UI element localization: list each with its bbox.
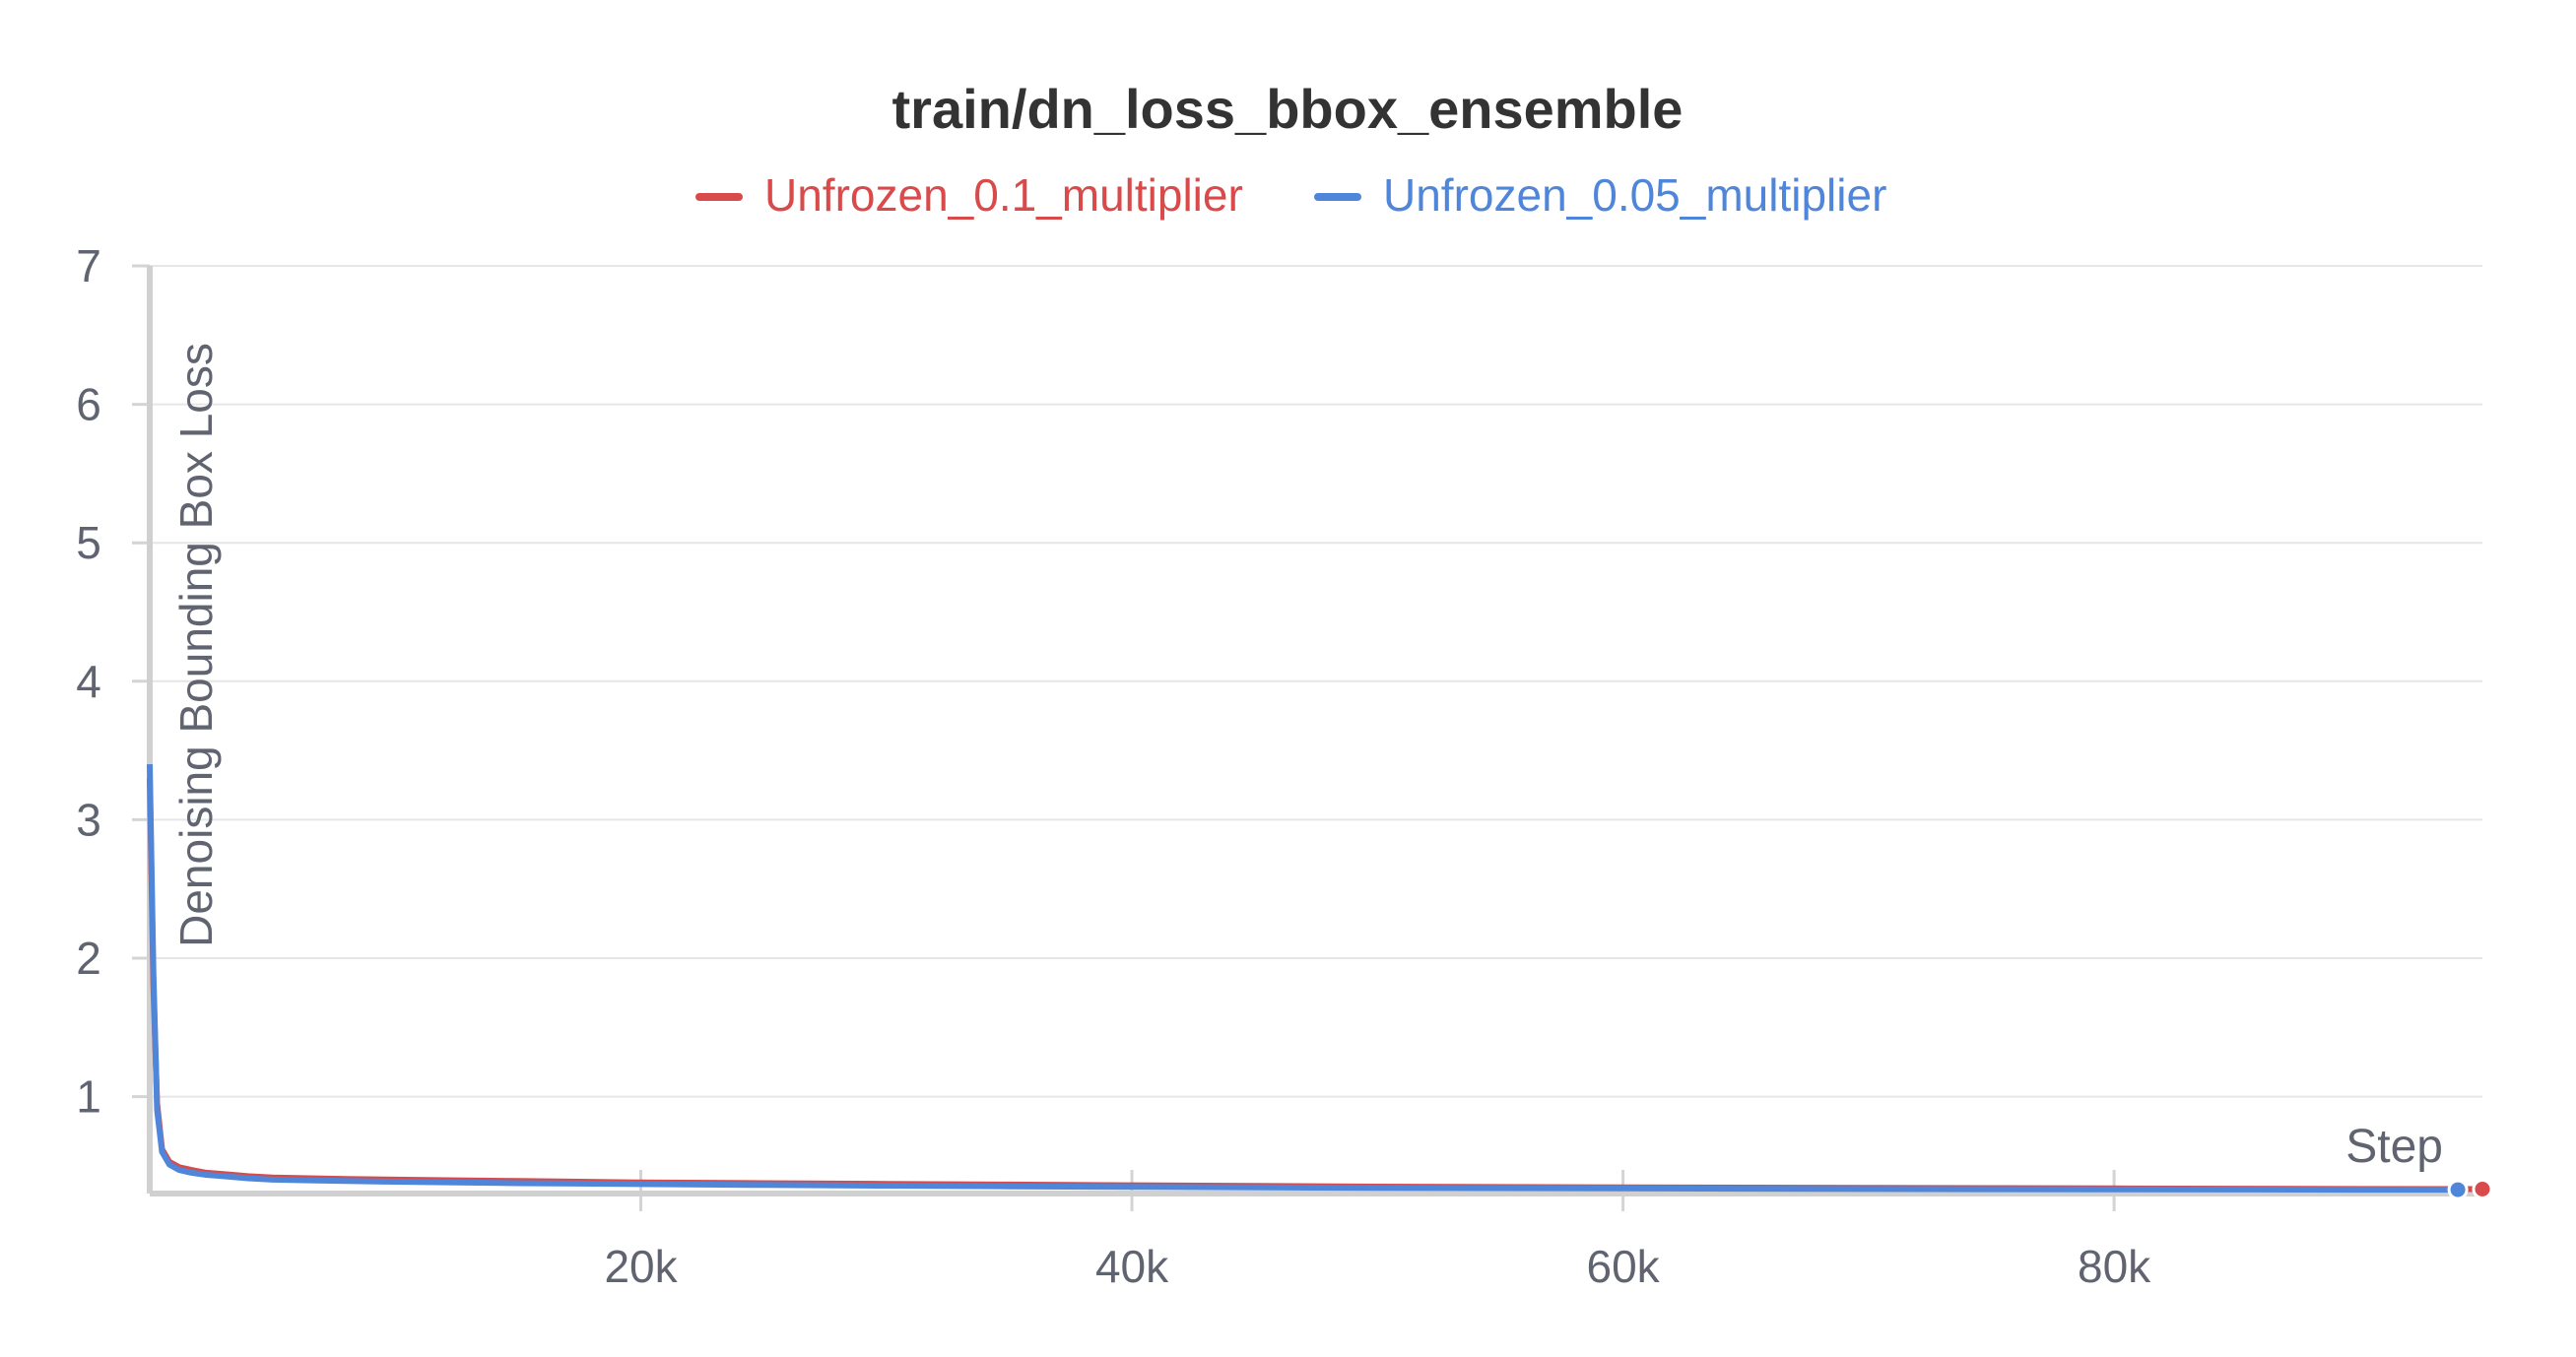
- grid-lines: [150, 265, 2482, 1098]
- y-tick-label: 5: [76, 517, 101, 568]
- y-tick-label: 4: [76, 656, 101, 707]
- legend-label: Unfrozen_0.05_multiplier: [1383, 169, 1886, 221]
- legend: Unfrozen_0.1_multiplier Unfrozen_0.05_mul…: [695, 169, 1886, 221]
- legend-label: Unfrozen_0.1_multiplier: [764, 169, 1243, 221]
- y-tick-label: 6: [76, 379, 101, 430]
- x-tick-label: 80k: [2078, 1241, 2151, 1292]
- series-line: [147, 778, 2483, 1193]
- y-tick-label: 3: [76, 794, 101, 845]
- x-tick-label: 20k: [604, 1241, 678, 1292]
- y-axis-label: Denoising Bounding Box Loss: [170, 343, 222, 947]
- y-tick-label: 2: [76, 933, 101, 984]
- y-tick-label: 1: [76, 1071, 101, 1123]
- series-end-marker: [2447, 1179, 2469, 1200]
- axes: 1 2 3 4 5 6 7 20k 40k 60k 80k: [76, 240, 2482, 1292]
- x-axis-label: Step: [2345, 1121, 2443, 1173]
- x-tick-label: 60k: [1586, 1241, 1660, 1292]
- x-tick-label: 40k: [1095, 1241, 1169, 1292]
- series-layer: [147, 764, 2493, 1200]
- series-line: [147, 764, 2459, 1194]
- y-tick-label: 7: [76, 240, 101, 291]
- chart-title: train/dn_loss_bbox_ensemble: [892, 78, 1684, 140]
- series-end-marker: [2472, 1179, 2493, 1200]
